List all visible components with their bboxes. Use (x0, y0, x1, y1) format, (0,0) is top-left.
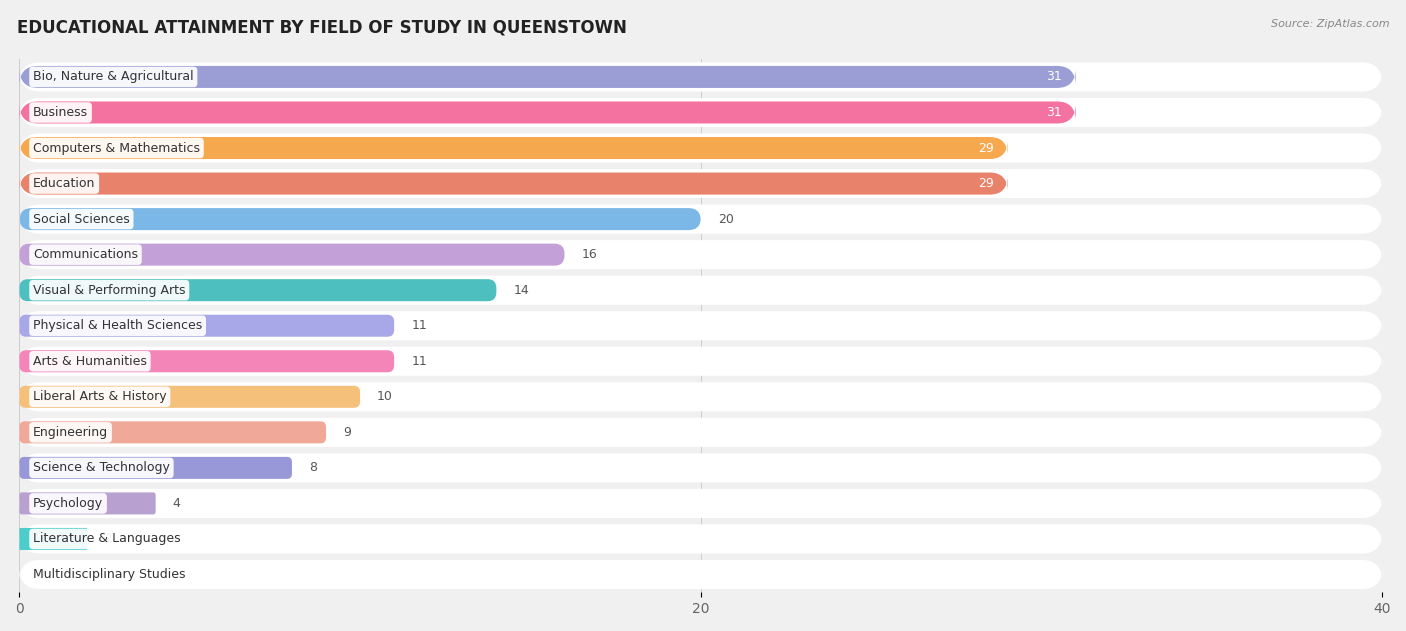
Text: 31: 31 (1046, 71, 1062, 83)
FancyBboxPatch shape (20, 315, 394, 337)
Text: Education: Education (32, 177, 96, 190)
FancyBboxPatch shape (20, 311, 1382, 340)
FancyBboxPatch shape (20, 418, 1382, 447)
FancyBboxPatch shape (20, 346, 1382, 376)
Text: Liberal Arts & History: Liberal Arts & History (32, 391, 167, 403)
Text: 31: 31 (1046, 106, 1062, 119)
FancyBboxPatch shape (20, 524, 1382, 553)
Text: Multidisciplinary Studies: Multidisciplinary Studies (32, 568, 186, 581)
Text: Communications: Communications (32, 248, 138, 261)
FancyBboxPatch shape (20, 208, 700, 230)
Text: 14: 14 (513, 284, 529, 297)
Text: EDUCATIONAL ATTAINMENT BY FIELD OF STUDY IN QUEENSTOWN: EDUCATIONAL ATTAINMENT BY FIELD OF STUDY… (17, 19, 627, 37)
FancyBboxPatch shape (20, 528, 87, 550)
FancyBboxPatch shape (20, 457, 292, 479)
FancyBboxPatch shape (20, 492, 156, 514)
Text: 4: 4 (173, 497, 180, 510)
FancyBboxPatch shape (20, 240, 1382, 269)
Text: Literature & Languages: Literature & Languages (32, 533, 180, 545)
FancyBboxPatch shape (20, 172, 1008, 194)
Text: Source: ZipAtlas.com: Source: ZipAtlas.com (1271, 19, 1389, 29)
FancyBboxPatch shape (20, 204, 1382, 233)
FancyBboxPatch shape (20, 66, 1076, 88)
Text: 29: 29 (979, 177, 994, 190)
Text: 20: 20 (718, 213, 734, 226)
FancyBboxPatch shape (20, 386, 360, 408)
Text: Bio, Nature & Agricultural: Bio, Nature & Agricultural (32, 71, 194, 83)
Text: Computers & Mathematics: Computers & Mathematics (32, 141, 200, 155)
FancyBboxPatch shape (20, 102, 1076, 124)
FancyBboxPatch shape (20, 382, 1382, 411)
FancyBboxPatch shape (20, 244, 565, 266)
FancyBboxPatch shape (20, 560, 1382, 589)
FancyBboxPatch shape (20, 62, 1382, 91)
FancyBboxPatch shape (20, 137, 1008, 159)
FancyBboxPatch shape (20, 133, 1382, 163)
Text: 8: 8 (309, 461, 316, 475)
FancyBboxPatch shape (20, 276, 1382, 305)
Text: 2: 2 (104, 533, 112, 545)
Text: Psychology: Psychology (32, 497, 103, 510)
Text: Visual & Performing Arts: Visual & Performing Arts (32, 284, 186, 297)
FancyBboxPatch shape (20, 422, 326, 444)
Text: 29: 29 (979, 141, 994, 155)
FancyBboxPatch shape (20, 350, 394, 372)
FancyBboxPatch shape (20, 489, 1382, 518)
Text: Business: Business (32, 106, 89, 119)
FancyBboxPatch shape (20, 98, 1382, 127)
Text: 10: 10 (377, 391, 394, 403)
FancyBboxPatch shape (20, 279, 496, 301)
Text: Engineering: Engineering (32, 426, 108, 439)
Text: 16: 16 (582, 248, 598, 261)
Text: Social Sciences: Social Sciences (32, 213, 129, 226)
FancyBboxPatch shape (20, 169, 1382, 198)
Text: Physical & Health Sciences: Physical & Health Sciences (32, 319, 202, 333)
FancyBboxPatch shape (20, 453, 1382, 483)
Text: 0: 0 (37, 568, 45, 581)
Text: 11: 11 (411, 355, 427, 368)
Text: 9: 9 (343, 426, 352, 439)
Text: Science & Technology: Science & Technology (32, 461, 170, 475)
Text: 11: 11 (411, 319, 427, 333)
Text: Arts & Humanities: Arts & Humanities (32, 355, 146, 368)
